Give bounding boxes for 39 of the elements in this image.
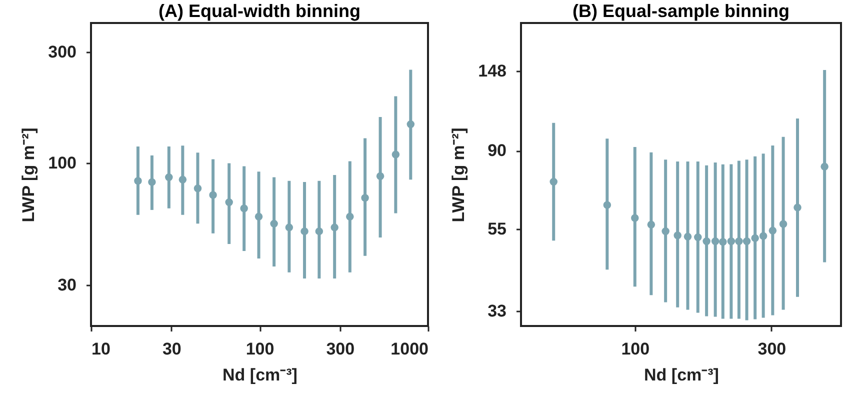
y-tick-label: 300 <box>48 42 76 62</box>
point <box>134 176 142 185</box>
point <box>376 172 384 180</box>
y-tick-label: 100 <box>48 154 76 173</box>
y-tick-label: 148 <box>478 62 506 81</box>
x-axis-title: Nd [cm⁻³] <box>222 366 298 384</box>
chart-title: (B) Equal-sample binning <box>572 1 790 21</box>
point <box>392 150 400 158</box>
y-tick-label: 90 <box>488 141 506 160</box>
x-axis-title: Nd [cm⁻³] <box>644 366 719 384</box>
x-tick-label: 100 <box>246 340 274 358</box>
point <box>254 212 263 220</box>
point <box>270 220 278 228</box>
point <box>315 227 324 236</box>
point <box>225 198 233 206</box>
point <box>346 212 354 220</box>
x-tick-label: 1000 <box>390 340 428 358</box>
point <box>165 173 173 182</box>
chart-title: (A) Equal-width binning <box>158 1 360 21</box>
point <box>285 224 294 232</box>
point <box>209 191 217 199</box>
y-tick-label: 33 <box>488 301 506 320</box>
point <box>178 176 187 184</box>
y-tick-label: 55 <box>488 220 506 239</box>
y-axis-title: LWP [g m⁻²] <box>19 128 38 222</box>
point <box>361 194 369 202</box>
x-tick-label: 300 <box>326 340 355 358</box>
point <box>240 204 248 212</box>
x-tick-label: 100 <box>621 340 650 358</box>
point <box>406 120 415 128</box>
x-tick-label: 300 <box>758 340 786 358</box>
x-tick-label: 10 <box>92 340 110 358</box>
point <box>300 227 308 236</box>
point <box>194 184 202 192</box>
point <box>330 224 338 232</box>
point <box>148 178 156 186</box>
x-tick-label: 30 <box>162 340 182 358</box>
y-axis-title: LWP [g m⁻²] <box>449 128 468 222</box>
y-tick-label: 30 <box>58 275 76 294</box>
